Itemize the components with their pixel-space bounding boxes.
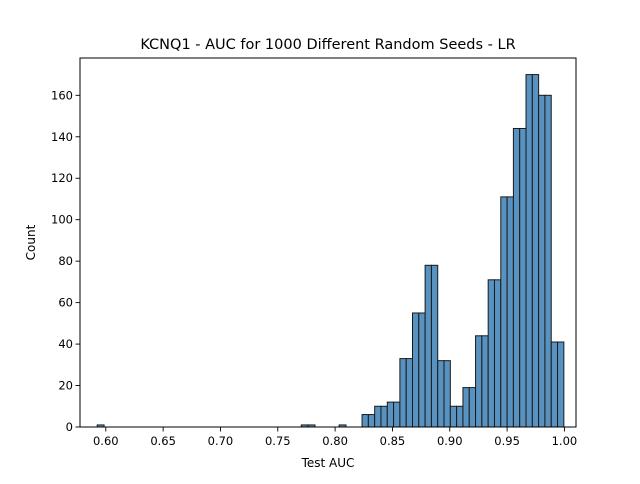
y-tick-label: 160 (51, 88, 73, 102)
histogram-bar (412, 312, 420, 428)
histogram-bar (487, 279, 495, 428)
y-tick-label: 100 (51, 213, 73, 227)
histogram-bar (481, 335, 489, 428)
x-axis-label: Test AUC (301, 456, 355, 470)
y-tick-label: 0 (66, 420, 73, 434)
x-tick-label: 0.80 (322, 434, 348, 448)
histogram-bar (361, 414, 369, 428)
y-tick-label: 60 (58, 296, 73, 310)
plot-frame (79, 57, 577, 428)
histogram-bar (550, 341, 559, 428)
histogram-bar (531, 74, 540, 428)
y-axis-ticks: 0 20 40 60 80 100 120 140 160 (51, 88, 80, 434)
histogram-bar (386, 401, 395, 428)
histogram-bar (405, 358, 414, 428)
histogram-bar (430, 264, 439, 428)
histogram-bar (538, 94, 546, 428)
histogram-bar (399, 358, 407, 428)
y-tick-label: 120 (51, 171, 73, 185)
histogram-bar (462, 387, 470, 428)
histogram-bar (544, 94, 552, 428)
x-tick-label: 0.95 (494, 434, 520, 448)
histogram-bar (380, 405, 388, 428)
histogram-bar (418, 312, 426, 428)
x-tick-label: 0.60 (93, 434, 119, 448)
histogram-bar (437, 360, 445, 428)
y-tick-label: 40 (58, 337, 73, 351)
y-tick-label: 20 (58, 379, 73, 393)
x-tick-label: 0.65 (150, 434, 176, 448)
histogram-bar (519, 127, 527, 428)
histogram-bar (367, 414, 376, 428)
histogram-bar (525, 74, 533, 428)
histogram-bar (468, 387, 477, 428)
histogram-bar (506, 196, 514, 428)
histogram-bar (500, 196, 508, 428)
histogram-bar (443, 360, 451, 428)
histogram-bar (393, 401, 401, 428)
y-tick-label: 140 (51, 130, 73, 144)
y-tick-label: 80 (58, 254, 73, 268)
histogram-bar (374, 405, 382, 428)
x-tick-label: 0.75 (265, 434, 291, 448)
histogram-bar (449, 405, 458, 428)
x-tick-label: 1.00 (552, 434, 578, 448)
histogram-bar (475, 335, 483, 428)
y-axis-label: Count (24, 224, 38, 260)
x-axis-ticks: 0.60 0.65 0.70 0.75 0.80 0.85 0.90 0.95 1.00 (93, 427, 577, 448)
histogram-bar (512, 127, 521, 428)
x-tick-label: 0.85 (380, 434, 406, 448)
histogram-bar (557, 341, 565, 428)
x-tick-label: 0.70 (208, 434, 234, 448)
histogram-bar (493, 279, 502, 428)
histogram-bar (456, 405, 464, 428)
histogram-bar (424, 264, 432, 428)
x-tick-label: 0.90 (437, 434, 463, 448)
chart-title: KCNQ1 - AUC for 1000 Different Random Se… (140, 37, 515, 53)
